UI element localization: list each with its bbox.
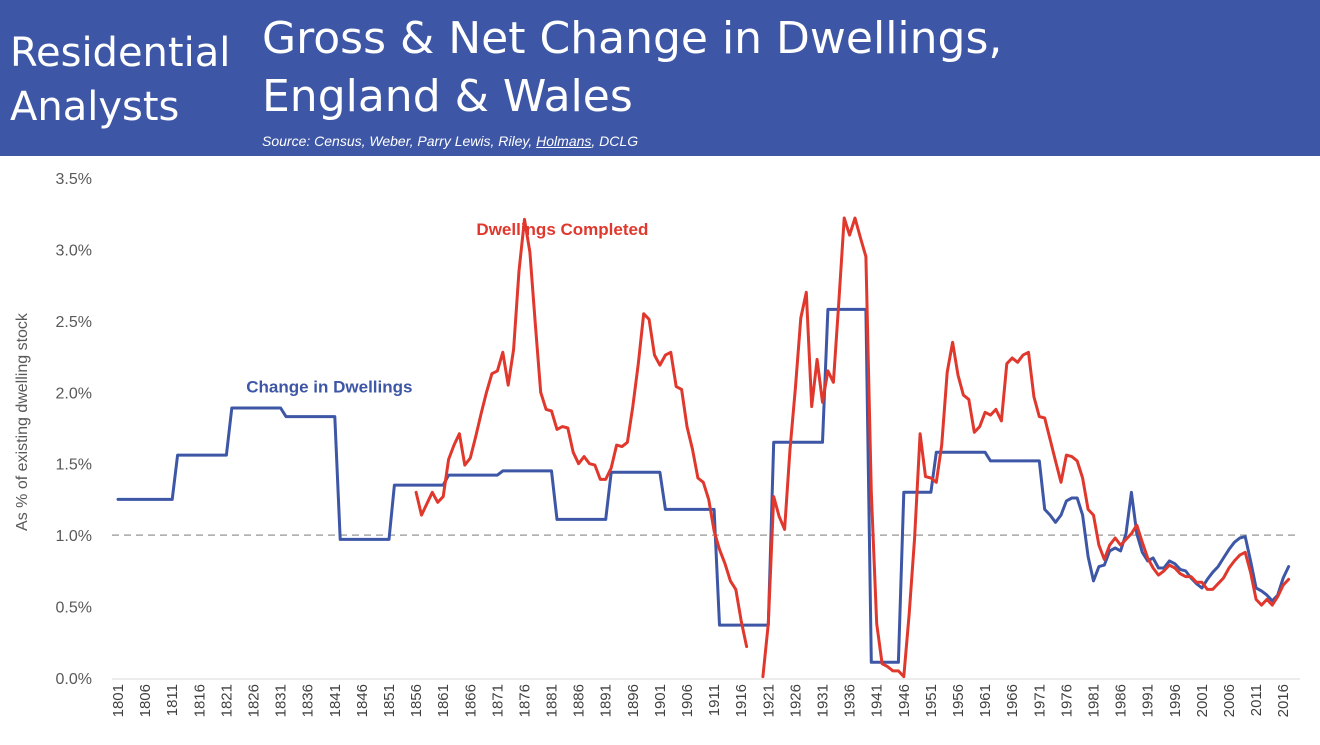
x-tick-label: 1911 bbox=[706, 684, 723, 716]
y-tick-label: 2.5% bbox=[56, 314, 92, 331]
x-tick-label: 2011 bbox=[1248, 684, 1265, 716]
x-tick-label: 2006 bbox=[1221, 684, 1238, 717]
title-line-2: England & Wales bbox=[262, 71, 633, 122]
x-tick-label: 1851 bbox=[381, 684, 398, 717]
x-tick-label: 1846 bbox=[354, 684, 371, 717]
series-label-change-in-dwellings: Change in Dwellings bbox=[246, 377, 412, 396]
y-tick-label: 0.5% bbox=[56, 600, 92, 617]
x-tick-label: 1891 bbox=[598, 684, 615, 717]
series-line-change-in-dwellings bbox=[116, 307, 1291, 664]
x-tick-label: 1921 bbox=[760, 684, 777, 717]
source-prefix: Source: Census, Weber, Parry Lewis, Rile… bbox=[262, 133, 537, 149]
x-tick-label: 1841 bbox=[327, 684, 344, 717]
x-tick-label: 1931 bbox=[815, 684, 832, 717]
y-tick-label: 3.5% bbox=[56, 171, 92, 188]
x-tick-label: 2016 bbox=[1275, 684, 1292, 717]
x-tick-label: 1856 bbox=[408, 684, 425, 717]
brand-line-1: Residential bbox=[10, 30, 231, 76]
x-tick-label: 1861 bbox=[435, 684, 452, 717]
x-tick-label: 1981 bbox=[1085, 684, 1102, 717]
brand-line-2: Analysts bbox=[10, 84, 180, 130]
source-note: Source: Census, Weber, Parry Lewis, Rile… bbox=[262, 133, 638, 149]
x-tick-label: 1966 bbox=[1004, 684, 1021, 717]
x-tick-label: 1906 bbox=[679, 684, 696, 717]
x-tick-label: 1896 bbox=[625, 684, 642, 717]
x-tick-label: 1881 bbox=[544, 684, 561, 717]
page-title: Gross & Net Change in Dwellings, England… bbox=[262, 10, 1002, 126]
header-banner: Residential Analysts Gross & Net Change … bbox=[0, 0, 1320, 156]
x-tick-label: 1876 bbox=[516, 684, 533, 717]
y-tick-label: 1.0% bbox=[56, 528, 92, 545]
line-chart: As % of existing dwelling stock 0.0% 0.5%… bbox=[14, 171, 1300, 717]
x-tick-label: 1886 bbox=[571, 684, 588, 717]
series-line-dwellings-completed bbox=[414, 217, 749, 649]
brand-name: Residential Analysts bbox=[10, 26, 230, 134]
x-tick-label: 1936 bbox=[842, 684, 859, 717]
x-tick-label: 1901 bbox=[652, 684, 669, 717]
x-tick-label: 1811 bbox=[164, 684, 181, 716]
x-tick-label: 1926 bbox=[787, 684, 804, 717]
x-tick-label: 1801 bbox=[110, 684, 127, 717]
x-tick-label: 1836 bbox=[300, 684, 317, 717]
x-tick-label: 1941 bbox=[869, 684, 886, 717]
x-tick-label: 2001 bbox=[1194, 684, 1211, 717]
x-tick-label: 1806 bbox=[137, 684, 154, 717]
y-tick-label: 1.5% bbox=[56, 457, 92, 474]
x-tick-label: 1821 bbox=[218, 684, 235, 717]
x-tick-label: 1866 bbox=[462, 684, 479, 717]
x-tick-label: 1976 bbox=[1058, 684, 1075, 717]
y-tick-label: 0.0% bbox=[56, 671, 92, 688]
series-line-dwellings-completed bbox=[761, 216, 1291, 679]
x-tick-label: 1961 bbox=[977, 684, 994, 717]
x-tick-label: 1991 bbox=[1140, 684, 1157, 717]
x-tick-label: 1986 bbox=[1113, 684, 1130, 717]
series-label-dwellings-completed: Dwellings Completed bbox=[476, 220, 648, 239]
x-tick-label: 1816 bbox=[191, 684, 208, 717]
source-suffix: , DCLG bbox=[591, 133, 639, 149]
y-axis-ticks: 0.0% 0.5% 1.0% 1.5% 2.0% 2.5% 3.0% 3.5% bbox=[56, 171, 92, 688]
x-tick-label: 1826 bbox=[245, 684, 262, 717]
y-axis-label: As % of existing dwelling stock bbox=[14, 312, 31, 531]
x-tick-label: 1831 bbox=[273, 684, 290, 717]
y-tick-label: 2.0% bbox=[56, 385, 92, 402]
x-tick-label: 1871 bbox=[489, 684, 506, 717]
x-tick-label: 1916 bbox=[733, 684, 750, 717]
title-line-1: Gross & Net Change in Dwellings, bbox=[262, 13, 1003, 64]
x-tick-label: 1951 bbox=[923, 684, 940, 717]
x-axis-ticks: 1801 1806 1811 1816 1821 1826 1831 1836 1841 1846… bbox=[110, 684, 1292, 717]
x-tick-label: 1996 bbox=[1167, 684, 1184, 717]
x-tick-label: 1971 bbox=[1031, 684, 1048, 717]
series-layer: Change in Dwellings Dwellings Completed bbox=[116, 216, 1291, 679]
x-tick-label: 1946 bbox=[896, 684, 913, 717]
y-tick-label: 3.0% bbox=[56, 242, 92, 259]
x-tick-label: 1956 bbox=[950, 684, 967, 717]
source-link-holmans: Holmans bbox=[536, 133, 592, 149]
